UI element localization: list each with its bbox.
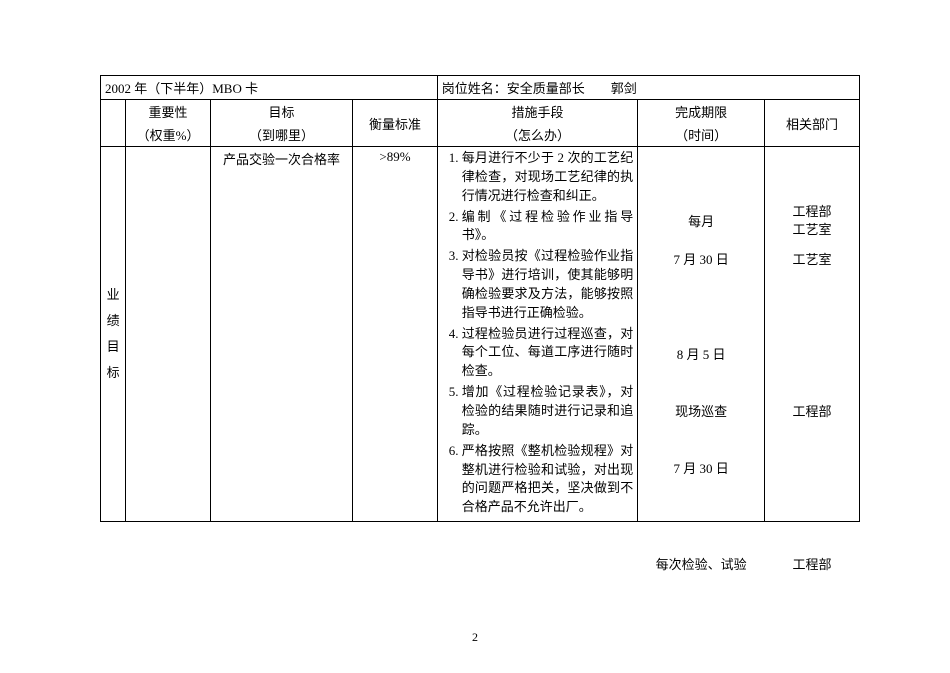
hdr-goal-bot: （到哪里）	[210, 123, 353, 147]
cell-deadlines: 每月7 月 30 日8 月 5 日现场巡查7 月 30 日每次检验、试验	[638, 147, 765, 522]
measure-item: 严格按照《整机检验规程》对整机进行检验和试验，对出现的问题严格把关，坚决做到不合…	[462, 442, 634, 517]
hdr-measures-top: 措施手段	[437, 100, 638, 124]
deadline-item: 现场巡查	[638, 401, 764, 420]
dept-item: 工艺室	[765, 249, 859, 268]
body-row: 业 绩 目 标 产品交验一次合格率 >89% 每月进行不少于 2 次的工艺纪律检…	[101, 147, 860, 522]
hdr-importance-top: 重要性	[126, 100, 210, 124]
header-row-1: 重要性 目标 衡量标准 措施手段 完成期限 相关部门	[101, 100, 860, 124]
dept-item: 工程部	[765, 554, 859, 573]
measure-item: 编制《过程检验作业指导书》。	[462, 208, 634, 246]
mbo-table: 2002 年（下半年）MBO 卡 岗位姓名：安全质量部长 郭剑 重要性 目标 衡…	[100, 75, 860, 522]
title-row: 2002 年（下半年）MBO 卡 岗位姓名：安全质量部长 郭剑	[101, 76, 860, 100]
deadline-item: 每次检验、试验	[638, 554, 764, 573]
hdr-measures-bot: （怎么办）	[437, 123, 638, 147]
measure-item: 过程检验员进行过程巡查，对每个工位、每道工序进行随时检查。	[462, 325, 634, 382]
hdr-dept: 相关部门	[764, 100, 859, 147]
dept-item: 工程部	[765, 401, 859, 420]
measure-item: 每月进行不少于 2 次的工艺纪律检查，对现场工艺纪律的执行情况进行检查和纠正。	[462, 149, 634, 206]
hdr-deadline-top: 完成期限	[638, 100, 765, 124]
hdr-col1	[101, 100, 126, 147]
row-label-text: 业 绩 目 标	[107, 287, 120, 380]
deadline-item: 7 月 30 日	[638, 458, 764, 477]
hdr-deadline-bot: （时间）	[638, 123, 765, 147]
page-number: 2	[0, 630, 950, 645]
dept-item: 工程部	[765, 201, 859, 220]
measure-item: 对检验员按《过程检验作业指导书》进行培训，使其能够明确检验要求及方法，能够按照指…	[462, 247, 634, 322]
header-row-2: （权重%） （到哪里） （怎么办） （时间）	[101, 123, 860, 147]
dept-item: 工艺室	[765, 219, 859, 238]
deadline-item: 8 月 5 日	[638, 344, 764, 363]
deadline-item: 每月	[638, 211, 764, 230]
cell-measures: 每月进行不少于 2 次的工艺纪律检查，对现场工艺纪律的执行情况进行检查和纠正。 …	[437, 147, 638, 522]
hdr-goal-top: 目标	[210, 100, 353, 124]
cell-goal: 产品交验一次合格率	[210, 147, 353, 522]
measure-item: 增加《过程检验记录表》，对检验的结果随时进行记录和追踪。	[462, 383, 634, 440]
title-left: 2002 年（下半年）MBO 卡	[101, 76, 438, 100]
title-right: 岗位姓名：安全质量部长 郭剑	[437, 76, 859, 100]
cell-standard: >89%	[353, 147, 437, 522]
measures-list: 每月进行不少于 2 次的工艺纪律检查，对现场工艺纪律的执行情况进行检查和纠正。 …	[442, 149, 634, 517]
cell-importance	[126, 147, 210, 522]
hdr-importance-bot: （权重%）	[126, 123, 210, 147]
row-category-label: 业 绩 目 标	[101, 147, 126, 522]
cell-depts: 工程部工艺室工艺室工程部工程部	[764, 147, 859, 522]
hdr-standard: 衡量标准	[353, 100, 437, 147]
deadline-item: 7 月 30 日	[638, 249, 764, 268]
